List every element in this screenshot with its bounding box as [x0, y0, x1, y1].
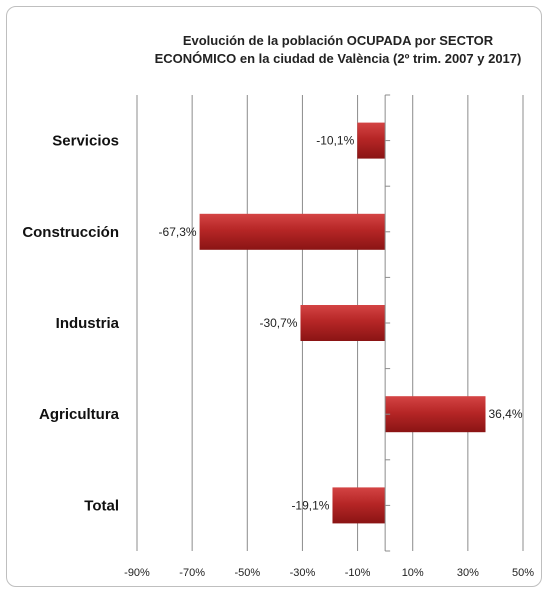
bar — [385, 396, 486, 433]
x-tick-label: -10% — [345, 567, 371, 579]
data-labels: -10,1% -67,3% -30,7% 36,4% -19,1% — [159, 134, 523, 513]
bar — [332, 487, 386, 524]
category-label: Construcción — [22, 224, 119, 241]
bar — [199, 213, 386, 250]
x-tick-labels: -90% -70% -50% -30% -10% 10% 30% 50% — [124, 567, 534, 579]
chart-title-line-2: ECONÓMICO en la ciudad de València (2º t… — [155, 51, 522, 66]
x-tick-label: -50% — [234, 567, 260, 579]
category-label: Industria — [56, 315, 120, 332]
category-labels: Servicios Construcción Industria Agricultur… — [22, 133, 119, 515]
x-tick-label: 50% — [512, 567, 534, 579]
data-label: -30,7% — [259, 316, 297, 330]
bar — [357, 122, 386, 159]
bar — [300, 305, 386, 341]
data-label: 36,4% — [489, 407, 523, 421]
data-label: -67,3% — [159, 225, 197, 239]
x-tick-label: 30% — [457, 567, 479, 579]
category-label: Agricultura — [39, 406, 120, 423]
category-label: Total — [84, 497, 119, 514]
bars — [199, 122, 486, 524]
x-tick-label: 10% — [402, 567, 424, 579]
chart-title-line-1: Evolución de la población OCUPADA por SE… — [183, 33, 494, 48]
x-tick-label: -30% — [290, 567, 316, 579]
x-tick-label: -90% — [124, 567, 150, 579]
chart-frame — [6, 6, 542, 587]
category-label: Servicios — [52, 133, 119, 150]
x-tick-label: -70% — [179, 567, 205, 579]
data-label: -10,1% — [316, 134, 354, 148]
y-axis — [384, 94, 391, 552]
data-label: -19,1% — [291, 498, 329, 512]
